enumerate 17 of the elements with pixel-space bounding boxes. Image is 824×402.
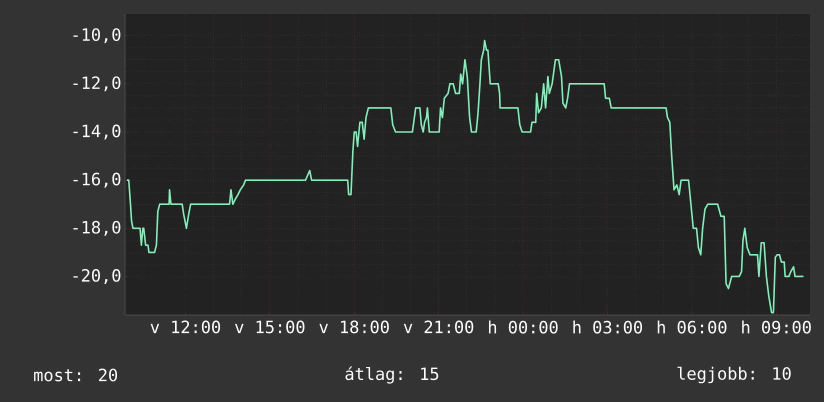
- x-tick-label: v 21:00: [404, 320, 474, 334]
- x-tick-label: v 12:00: [150, 320, 220, 334]
- text: átlag: 15: [346, 366, 438, 384]
- x-tick-label: v 18:00: [319, 320, 389, 334]
- text: most: 20: [34, 368, 118, 382]
- x-tick-label: h 09:00: [742, 320, 811, 334]
- y-tick-label: -18,0: [73, 220, 120, 236]
- x-tick-label: h 03:00: [573, 320, 642, 334]
- y-tick-label: -16,0: [73, 172, 120, 188]
- y-tick-label: -14,0: [73, 124, 120, 140]
- x-tick-label: h 06:00: [658, 320, 726, 334]
- text: legjobb: 10: [678, 366, 791, 384]
- x-tick-label: v 15:00: [235, 320, 304, 334]
- y-tick-label: -10,0: [73, 28, 120, 44]
- x-tick-label: h 00:00: [488, 320, 558, 334]
- y-tick-label: -12,0: [73, 76, 120, 92]
- y-tick-label: -20,0: [73, 268, 120, 284]
